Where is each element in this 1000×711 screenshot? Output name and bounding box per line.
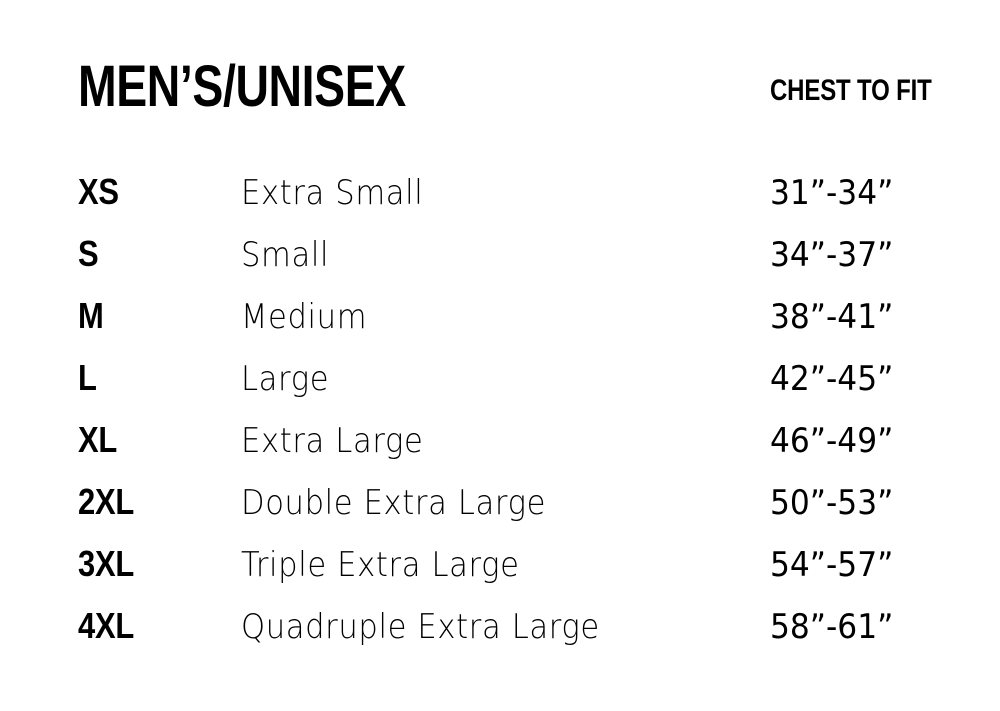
size-code: 4XL <box>78 605 135 646</box>
chart-header: MEN’S/UNISEX CHEST TO FIT <box>0 58 1000 118</box>
size-code: 3XL <box>78 543 135 584</box>
chest-measurement: 31”-34” <box>770 173 894 213</box>
size-code: XS <box>78 171 119 212</box>
chest-measurement: 54”-57” <box>770 545 894 585</box>
size-code: M <box>78 295 104 336</box>
size-code: XL <box>78 419 118 460</box>
chest-measurement: 50”-53” <box>770 483 894 523</box>
size-name: Quadruple Extra Large <box>241 607 600 647</box>
size-name: Double Extra Large <box>241 483 547 523</box>
size-name: Triple Extra Large <box>241 545 520 585</box>
size-name: Extra Large <box>241 421 424 461</box>
size-name: Extra Small <box>241 173 424 213</box>
size-name: Medium <box>241 297 368 337</box>
size-name: Large <box>241 359 330 399</box>
table-row: L Large 42”-45” <box>0 358 1000 420</box>
page-title: MEN’S/UNISEX <box>78 54 406 119</box>
table-row: XS Extra Small 31”-34” <box>0 172 1000 234</box>
table-row: 3XL Triple Extra Large 54”-57” <box>0 544 1000 606</box>
table-row: S Small 34”-37” <box>0 234 1000 296</box>
chest-measurement: 38”-41” <box>770 297 894 337</box>
column-header-chest-to-fit: CHEST TO FIT <box>770 74 932 107</box>
table-row: 4XL Quadruple Extra Large 58”-61” <box>0 606 1000 668</box>
size-table: XS Extra Small 31”-34” S Small 34”-37” M Medium… <box>0 172 1000 668</box>
size-code: S <box>78 233 99 274</box>
chest-measurement: 34”-37” <box>770 235 894 275</box>
size-code: L <box>78 357 97 398</box>
size-name: Small <box>241 235 330 275</box>
chest-measurement: 46”-49” <box>770 421 894 461</box>
chest-measurement: 42”-45” <box>770 359 894 399</box>
size-code: 2XL <box>78 481 135 522</box>
chest-measurement: 58”-61” <box>770 607 894 647</box>
table-row: 2XL Double Extra Large 50”-53” <box>0 482 1000 544</box>
table-row: XL Extra Large 46”-49” <box>0 420 1000 482</box>
table-row: M Medium 38”-41” <box>0 296 1000 358</box>
